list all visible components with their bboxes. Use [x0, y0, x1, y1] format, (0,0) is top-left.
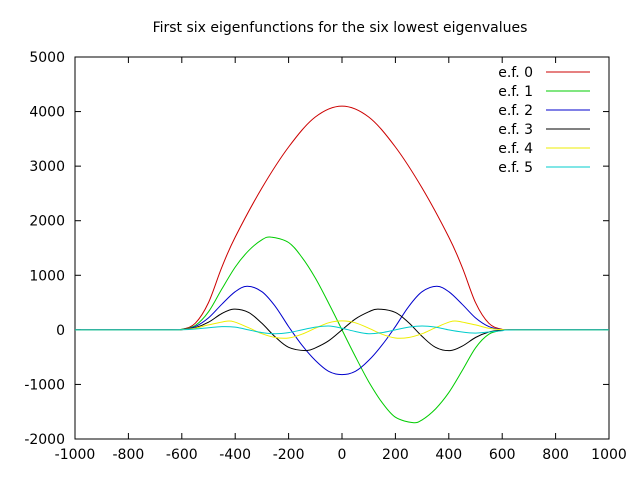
x-tick-label: -400	[219, 447, 251, 463]
series-line-ef-4	[74, 320, 609, 339]
series-line-ef-5	[74, 325, 610, 335]
x-tick-label: 200	[382, 447, 409, 463]
y-tick-label: -2000	[24, 432, 65, 448]
y-tick-label: 2000	[29, 214, 65, 230]
legend-label-ef-4: e.f. 4	[498, 141, 533, 157]
legend-label-ef-0: e.f. 0	[498, 65, 533, 81]
legend: e.f. 0 e.f. 1 e.f. 2 e.f. 3 e.f. 4 e.f. 5	[498, 65, 590, 176]
y-tick-label: 0	[56, 323, 65, 339]
x-tick-label: -200	[273, 447, 305, 463]
x-tick-label: -600	[166, 447, 198, 463]
legend-label-ef-5: e.f. 5	[498, 160, 533, 176]
chart-title: First six eigenfunctions for the six low…	[153, 20, 528, 36]
legend-label-ef-3: e.f. 3	[498, 122, 533, 138]
y-tick-label: 3000	[29, 159, 65, 175]
x-tick-label: 400	[435, 447, 462, 463]
y-tick-label: 1000	[29, 268, 65, 284]
legend-label-ef-2: e.f. 2	[498, 103, 533, 119]
series-line-ef-2	[74, 285, 609, 376]
series-line-ef-0	[74, 105, 609, 331]
y-tick-label: -1000	[24, 377, 65, 393]
x-tick-label: 1000	[591, 447, 627, 463]
y-tick-label: 5000	[29, 50, 65, 66]
x-tick-label: 0	[338, 447, 347, 463]
x-tick-label: 800	[542, 447, 569, 463]
legend-label-ef-1: e.f. 1	[498, 84, 533, 100]
series-line-ef-3	[74, 308, 610, 352]
axis-ticks: -1000 -800 -600 -400 -200 0 200 400 600 800 1000-2…	[24, 50, 627, 463]
x-tick-label: -800	[113, 447, 145, 463]
x-tick-label: -1000	[55, 447, 96, 463]
y-tick-label: 4000	[29, 105, 65, 121]
x-tick-label: 600	[489, 447, 516, 463]
series-lines	[74, 105, 610, 424]
